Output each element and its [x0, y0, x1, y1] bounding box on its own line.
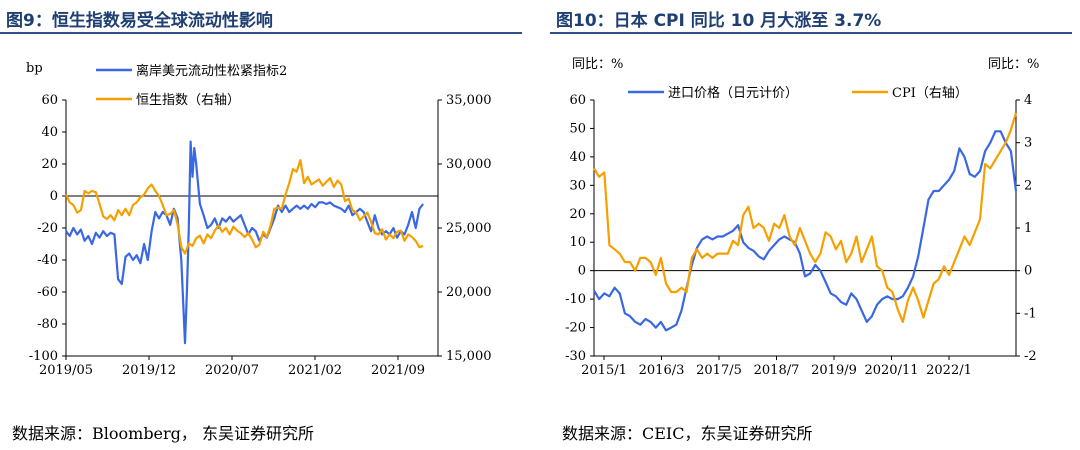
y-left-tick-label: -100	[29, 349, 58, 364]
y-right-tick-label: 15,000	[446, 349, 492, 364]
y-right-tick-label: 25,000	[446, 221, 492, 236]
y-left-tick-label: 30	[569, 178, 586, 193]
series-line-right	[65, 159, 424, 255]
y-left-tick-label: -40	[37, 253, 58, 268]
y-right-tick-label: 0	[1024, 264, 1032, 279]
series-line-left	[65, 140, 424, 345]
chart-title: 图10：日本 CPI 同比 10 月大涨至 3.7%	[556, 11, 882, 31]
x-tick-label: 2021/09	[371, 363, 425, 378]
y-left-tick-label: -30	[565, 349, 586, 364]
chart-svg: 60 40 20 0 -20 -40 -60 -80 -100 35,000 30,000 25,00…	[26, 61, 492, 378]
y-left-tick-label: 60	[41, 93, 58, 108]
chart-panel-hsi: 图9：恒生指数易受全球流动性影响 60 40 20 0 -20 -40 -60 -80 -100…	[0, 0, 530, 450]
y-right-tick-label: 2	[1024, 178, 1032, 193]
y-left-tick-label: 20	[41, 157, 58, 172]
legend-label-blue: 离岸美元流动性松紧指标2	[136, 63, 287, 79]
title-rule	[550, 32, 1072, 34]
y-left-tick-label: 60	[569, 93, 586, 108]
x-tick-label: 2017/5	[696, 363, 742, 378]
legend-label-orange: CPI（右轴）	[892, 86, 968, 101]
y-left-tick-label: 10	[569, 235, 586, 250]
x-tick-label: 2019/05	[39, 363, 93, 378]
y-left-unit: 同比：%	[572, 57, 623, 72]
x-tick-label: 2019/12	[122, 363, 176, 378]
y-left-tick-label: 0	[50, 189, 58, 204]
x-tick-label: 2020/07	[205, 363, 259, 378]
y-right-tick-label: 3	[1024, 136, 1032, 151]
y-right-tick-label: 4	[1024, 93, 1032, 108]
x-tick-label: 2016/3	[639, 363, 685, 378]
y-left-tick-label: 50	[569, 121, 586, 136]
x-tick-label: 2022/1	[926, 363, 972, 378]
x-tick-label: 2021/02	[288, 363, 342, 378]
series-line-left	[593, 130, 1018, 332]
y-left-tick-label: 40	[569, 150, 586, 165]
x-tick-label: 2020/11	[864, 363, 918, 378]
chart-title: 图9：恒生指数易受全球流动性影响	[6, 11, 273, 31]
chart-panel-japan-cpi: 图10：日本 CPI 同比 10 月大涨至 3.7% 60 50 40 30 20 10 0…	[550, 0, 1080, 450]
legend-label-orange: 恒生指数（右轴）	[136, 93, 240, 108]
y-right-tick-label: 35,000	[446, 93, 492, 108]
chart-source: 数据来源：Bloomberg， 东吴证券研究所	[12, 424, 315, 443]
y-right-tick-label: -1	[1024, 306, 1037, 321]
x-tick-label: 2019/9	[811, 363, 857, 378]
y-left-tick-label: -80	[37, 317, 58, 332]
y-right-unit: 同比：%	[988, 57, 1039, 72]
series-line-right	[593, 112, 1018, 323]
y-left-tick-label: 0	[578, 264, 586, 279]
legend-label-blue: 进口价格（日元计价）	[668, 85, 798, 101]
y-right-tick-label: -2	[1024, 349, 1037, 364]
y-left-tick-label: 40	[41, 125, 58, 140]
y-left-tick-label: 20	[569, 207, 586, 222]
y-left-unit: bp	[26, 61, 43, 76]
y-right-tick-label: 1	[1024, 221, 1032, 236]
x-tick-label: 2018/7	[754, 363, 800, 378]
x-tick-label: 2015/1	[581, 363, 627, 378]
y-left-tick-label: -60	[37, 285, 58, 300]
y-right-tick-label: 20,000	[446, 285, 492, 300]
chart-source: 数据来源：CEIC，东吴证券研究所	[562, 424, 813, 443]
y-left-tick-label: -20	[565, 321, 586, 336]
y-right-tick-label: 30,000	[446, 157, 492, 172]
y-left-tick-label: -20	[37, 221, 58, 236]
title-rule	[0, 32, 522, 34]
y-left-tick-label: -10	[565, 292, 586, 307]
